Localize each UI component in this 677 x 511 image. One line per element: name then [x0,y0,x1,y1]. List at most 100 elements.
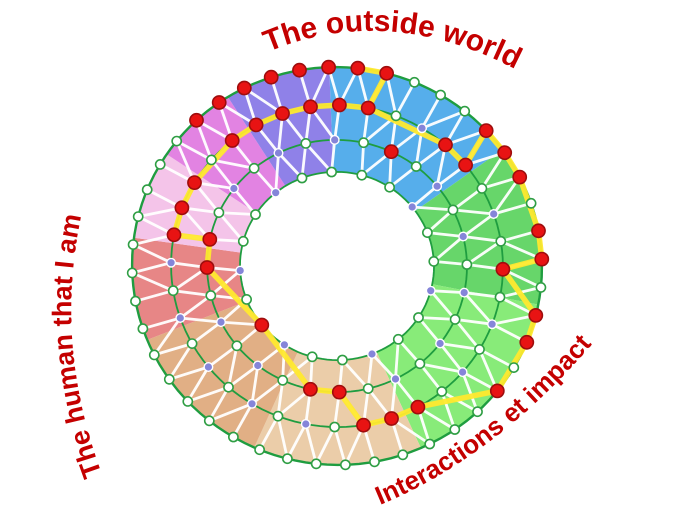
node-white [167,285,179,297]
node-white [494,291,506,303]
node-red [166,227,182,243]
node-white [310,458,322,470]
node-white [213,207,225,218]
node-red [531,223,546,239]
node-white [408,76,420,88]
node-white [281,453,293,465]
node-white [306,351,318,363]
node-red [534,251,550,267]
node-white [241,293,252,305]
node-red [174,200,190,216]
node-red [189,112,204,128]
node-red [303,99,318,115]
node-white [300,137,312,149]
node-white [421,227,433,238]
sector-tan-dark [147,301,298,448]
node-white [137,323,149,335]
node-white [525,197,537,209]
node-white [132,211,144,222]
node-white [436,386,448,397]
node-white [171,135,183,147]
node-white [449,313,461,325]
node-white [250,209,261,220]
node-white [231,340,243,352]
node-white [296,172,308,184]
node-purple [279,339,290,350]
node-white [356,169,368,181]
node-purple [300,419,311,430]
node-red [438,137,453,153]
node-white [254,444,265,456]
node-red [224,133,240,148]
node-white [130,295,141,307]
node-purple [432,181,443,192]
node-white [384,181,395,193]
node-purple [235,265,246,276]
node-purple [457,367,468,378]
node-red [263,69,279,85]
node-white [435,89,446,101]
node-white [397,449,409,461]
node-white [186,338,198,349]
node-red [187,175,202,190]
node-white [476,182,488,194]
node-purple [175,313,186,324]
node-red [254,317,270,333]
node-purple [329,134,340,145]
node-white [535,281,547,293]
node-white [508,362,520,373]
node-white [182,395,194,407]
node-white [362,383,374,394]
node-white [203,415,215,427]
node-white [126,267,138,279]
nodes [126,59,550,471]
node-white [358,137,369,149]
node-white [127,239,139,250]
node-purple [246,398,257,409]
node-white [392,333,404,345]
node-red [458,157,473,173]
node-white [447,204,459,216]
node-red [356,417,371,433]
node-white [272,410,284,422]
label-human-that-i-am: The human that I am [47,211,107,482]
node-white [326,166,337,178]
node-red [331,97,347,113]
node-purple [166,257,177,268]
node-white [449,424,461,435]
node-red [202,231,218,247]
node-red [248,117,264,133]
node-red [528,307,544,323]
node-red [497,145,513,161]
node-purple [273,147,284,158]
node-white [390,110,402,122]
node-white [205,290,217,301]
node-purple [487,319,498,330]
node-white [461,259,473,270]
node-red [211,95,227,110]
node-red [384,411,399,426]
node-red [519,334,535,350]
node-white [413,312,424,323]
node-white [329,421,340,433]
node-white [414,358,426,370]
sector-salmon [132,237,248,340]
node-white [410,161,422,172]
node-white [336,354,348,366]
node-white [248,162,260,174]
node-purple [488,208,499,219]
node-purple [459,287,470,298]
node-white [237,235,249,247]
node-red [495,261,511,277]
node-white [163,373,175,385]
node-red [360,100,376,116]
node-red [489,383,505,399]
node-purple [435,338,446,349]
node-red [236,80,252,96]
node-red [321,59,336,75]
node-white [472,406,483,418]
node-purple [390,374,401,385]
node-red [302,381,318,397]
